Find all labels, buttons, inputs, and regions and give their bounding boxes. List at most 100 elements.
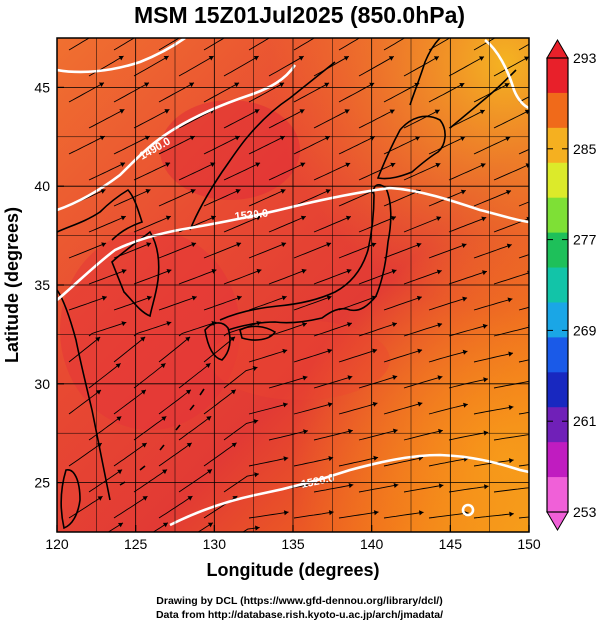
streamline: [493, 434, 529, 441]
streamline: [358, 429, 398, 441]
streamline-arrowhead: [299, 109, 305, 114]
y-axis-title: Latitude (degrees): [2, 207, 22, 363]
streamline: [133, 109, 170, 129]
streamline-arrowhead: [345, 162, 351, 168]
streamline: [158, 135, 196, 155]
streamline: [383, 402, 423, 415]
streamline: [158, 495, 193, 519]
streamline: [313, 429, 353, 441]
streamline: [223, 269, 262, 285]
streamline: [133, 416, 167, 441]
x-tick-label: 135: [281, 536, 305, 552]
streamline-arrowhead: [164, 109, 170, 114]
y-tick-label: 30: [34, 376, 50, 392]
streamline-arrowhead: [373, 455, 379, 461]
streamline-arrowhead: [142, 496, 148, 501]
streamline: [113, 296, 152, 311]
streamline-arrowhead: [549, 30, 554, 35]
streamline-arrowhead: [392, 428, 398, 434]
streamline-arrowhead: [189, 82, 194, 88]
y-tick-label: 25: [34, 475, 50, 491]
streamline: [518, 411, 529, 415]
streamline-arrowhead: [327, 348, 333, 354]
streamline: [383, 349, 423, 363]
streamline: [268, 162, 306, 181]
y-tick-label: 40: [34, 178, 50, 194]
streamline: [68, 242, 107, 259]
streamline-arrowhead: [205, 363, 211, 368]
streamline: [338, 82, 375, 103]
streamline-arrowhead: [479, 56, 484, 61]
streamline-arrowhead: [529, 485, 534, 490]
streamline: [248, 38, 271, 51]
streamline: [313, 269, 352, 285]
streamline: [448, 56, 485, 77]
streamline-arrowhead: [230, 336, 236, 342]
streamline-arrowhead: [99, 82, 104, 87]
colorbar-segment: [547, 372, 568, 408]
streamline: [518, 359, 529, 363]
streamline: [428, 243, 467, 259]
streamline-arrowhead: [369, 136, 375, 141]
streamline: [493, 56, 529, 77]
streamline: [223, 473, 259, 493]
streamline-arrowhead: [207, 469, 212, 474]
streamline: [178, 469, 213, 493]
streamline: [383, 38, 406, 51]
streamline: [358, 216, 397, 233]
streamline-arrowhead: [232, 496, 238, 501]
streamline-arrowhead: [435, 162, 441, 168]
streamline: [493, 272, 529, 285]
x-tick-label: 125: [124, 536, 148, 552]
streamline: [473, 352, 514, 363]
streamline: [223, 162, 261, 181]
streamline: [203, 442, 237, 467]
streamline-arrowhead: [231, 442, 237, 448]
streamline: [293, 38, 316, 51]
streamline: [403, 376, 443, 389]
colorbar-min-arrow: [546, 511, 569, 531]
streamline: [313, 484, 354, 493]
x-tick-label: 150: [517, 536, 541, 552]
streamline-arrowhead: [460, 136, 466, 141]
streamline: [473, 38, 496, 51]
colorbar-label: 285: [573, 141, 597, 157]
streamline-arrowhead: [186, 442, 192, 448]
colorbar-segment: [547, 477, 568, 513]
streamline: [403, 323, 443, 337]
streamline-arrowhead: [188, 29, 193, 33]
streamline-arrowhead: [391, 269, 397, 274]
streamline-arrowhead: [119, 109, 125, 114]
streamline: [473, 513, 514, 519]
streamline-arrowhead: [323, 30, 328, 34]
streamline-arrowhead: [283, 510, 289, 516]
streamline-arrowhead: [160, 363, 166, 369]
streamline-arrowhead: [253, 419, 259, 424]
streamline: [88, 416, 122, 441]
streamline-arrowhead: [185, 389, 191, 395]
streamline: [88, 215, 126, 233]
streamline: [113, 495, 148, 519]
streamline-arrowhead: [388, 56, 394, 61]
streamline: [133, 215, 171, 233]
streamline: [203, 296, 242, 311]
streamline: [113, 82, 150, 103]
streamline-arrowhead: [509, 511, 514, 517]
streamline: [203, 38, 225, 51]
streamline: [133, 162, 171, 181]
streamline-arrowhead: [505, 136, 511, 142]
streamline-arrowhead: [165, 215, 171, 221]
streamline-arrowhead: [459, 30, 464, 34]
streamline-arrowhead: [345, 215, 351, 221]
streamline-arrowhead: [97, 496, 103, 501]
streamline-arrowhead: [281, 295, 287, 301]
streamline: [403, 484, 444, 493]
streamline: [113, 336, 146, 363]
streamline: [248, 82, 285, 103]
streamline: [293, 189, 331, 207]
streamline: [133, 55, 169, 77]
y-tick-label: 35: [34, 277, 50, 293]
streamline: [223, 215, 261, 233]
streamline: [358, 109, 395, 129]
